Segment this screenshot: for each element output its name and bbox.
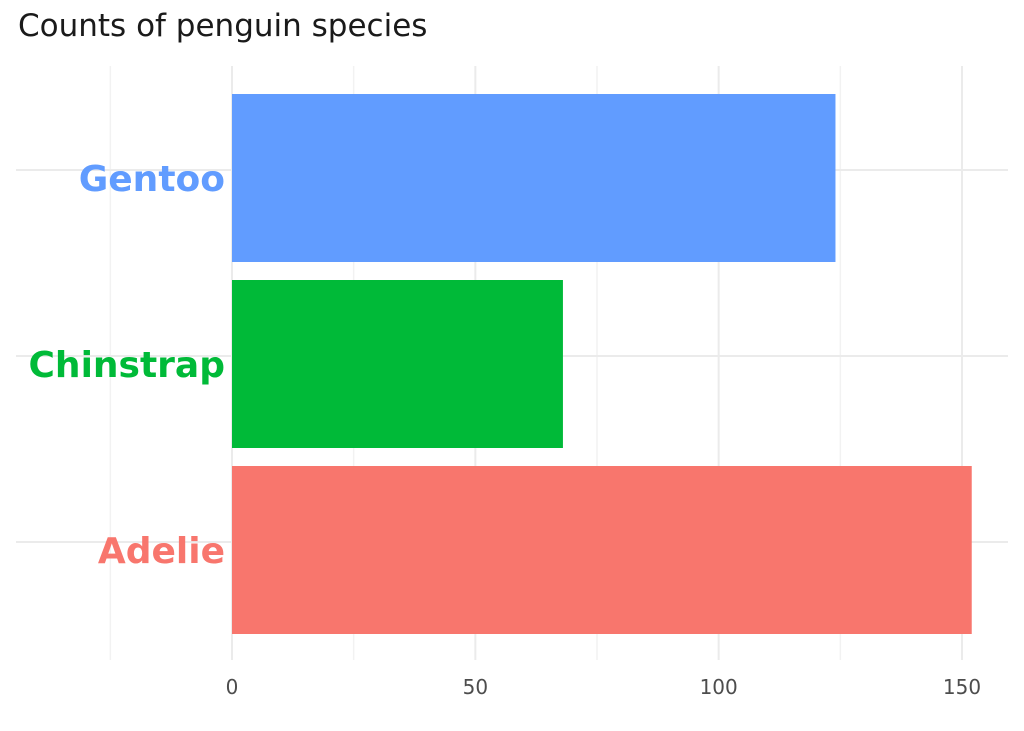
bar-chinstrap [232,280,563,448]
category-label-chinstrap: Chinstrap [29,345,225,386]
bar-gentoo [232,94,836,262]
x-tick-label: 150 [943,675,981,699]
x-tick-label: 100 [700,675,738,699]
x-tick-label: 50 [463,675,488,699]
bar-adelie [232,466,972,634]
category-label-gentoo: Gentoo [79,159,225,200]
chart-title: Counts of penguin species [18,8,428,44]
x-tick-label: 0 [226,675,239,699]
category-label-adelie: Adelie [98,531,225,572]
